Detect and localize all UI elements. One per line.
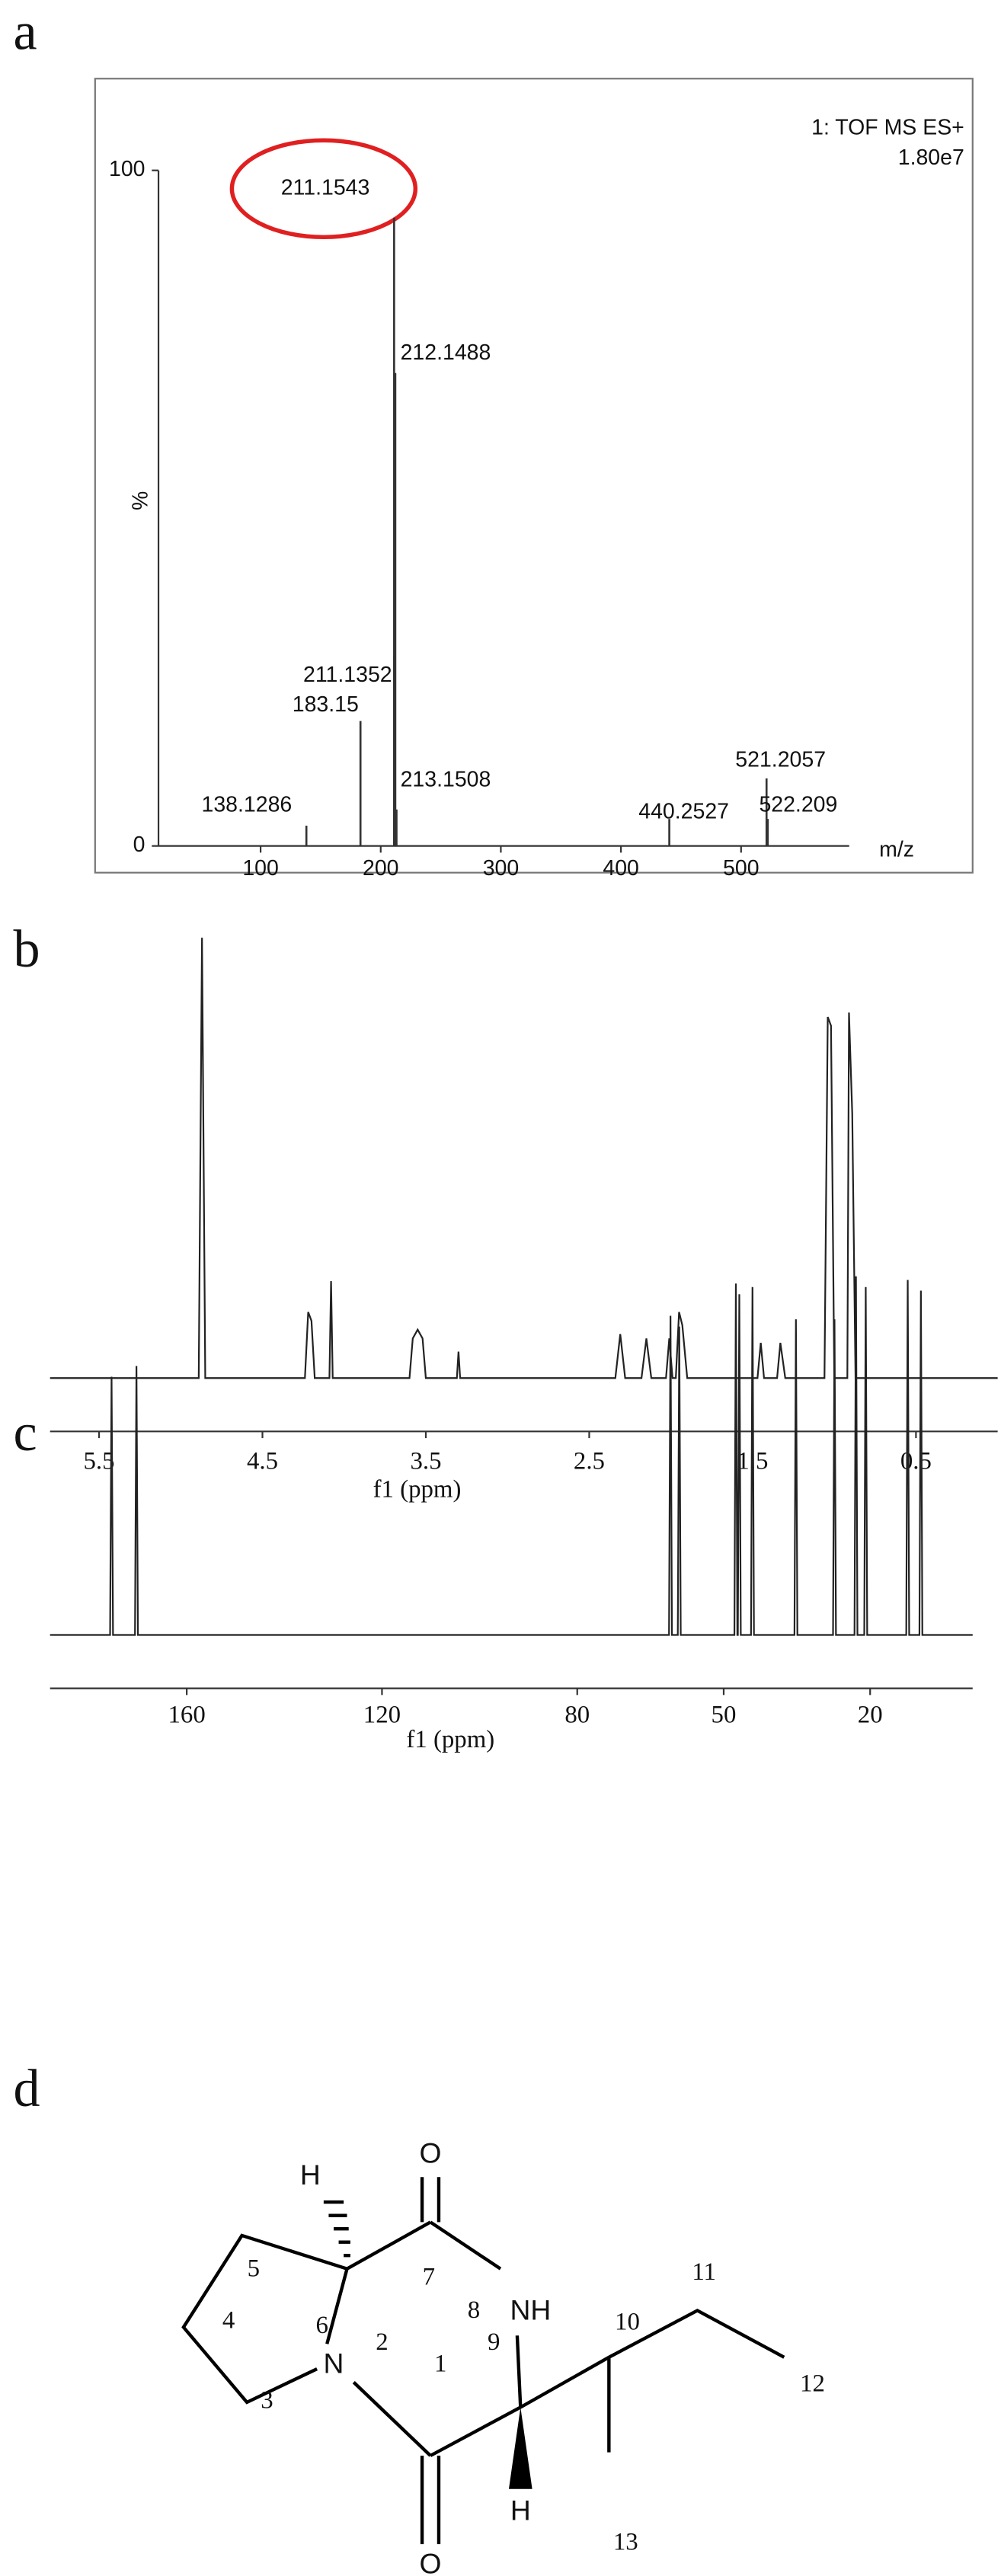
- x-tick-label: 20: [858, 1701, 883, 1728]
- peak-label: 440.2527: [638, 799, 729, 823]
- ring-bonds: [325, 2220, 523, 2457]
- locant: 11: [692, 2258, 716, 2286]
- locant: 6: [315, 2312, 328, 2339]
- x-axis-title: f1 (ppm): [406, 1726, 494, 1753]
- panel-label: b: [14, 920, 40, 979]
- annotation: 1: TOF MS ES+: [811, 115, 964, 139]
- spectrum: [50, 938, 998, 1379]
- y-axis-title: %: [129, 491, 153, 510]
- panel-label: d: [14, 2060, 40, 2118]
- y-tick-label: 100: [109, 157, 146, 181]
- panel-label: c: [14, 1404, 37, 1462]
- hashed-wedge: [323, 2200, 350, 2258]
- structure: O O H H NH N 1 2 3 4 5 6 7 8 9 10 11 12 …: [181, 2137, 825, 2576]
- x-tick-label: 2.5: [574, 1447, 605, 1475]
- x-tick-label: 160: [168, 1701, 205, 1728]
- x-tick-label: 0.5: [900, 1447, 932, 1475]
- locant: 10: [615, 2309, 640, 2336]
- x-tick-label: 120: [363, 1701, 401, 1728]
- x-tick-label: 80: [564, 1701, 590, 1728]
- locant: 1: [434, 2350, 446, 2377]
- locant: 12: [800, 2370, 825, 2398]
- locant: 2: [376, 2328, 388, 2356]
- atom: H: [300, 2159, 321, 2191]
- locant: 4: [222, 2306, 235, 2334]
- highlight-ellipse: [229, 138, 418, 240]
- atom: NH: [510, 2293, 552, 2325]
- x-tick-label: 400: [603, 856, 639, 881]
- x-tick-label: 50: [712, 1701, 737, 1728]
- locant: 5: [248, 2255, 260, 2282]
- x-tick-label: 100: [242, 856, 279, 881]
- peak-label: 522.209: [759, 793, 837, 817]
- x-tick-label: 300: [483, 856, 520, 881]
- panel-frame: [94, 78, 974, 874]
- y-tick-label: 0: [133, 833, 146, 857]
- solid-wedge: [508, 2407, 532, 2489]
- locant: 3: [261, 2386, 273, 2414]
- peak-label: 183.15: [293, 692, 359, 717]
- peak-label: 138.1286: [202, 793, 293, 817]
- x-tick-label: 3.5: [410, 1447, 441, 1475]
- scale-label: 1.80e7: [898, 145, 964, 170]
- x-tick-label: 4.5: [247, 1447, 278, 1475]
- x-tick-label: 200: [363, 856, 399, 881]
- locant: 13: [613, 2529, 638, 2556]
- x-axis-title: m/z: [879, 838, 914, 862]
- peak-label: 211.1352: [303, 663, 392, 687]
- pyrrolidine-bonds: [181, 2233, 348, 2405]
- atom: O: [420, 2137, 442, 2169]
- atom: N: [324, 2347, 344, 2379]
- x-tick-label: 500: [723, 856, 759, 881]
- carbonyl-bonds: [420, 2177, 441, 2545]
- peak-label: 212.1488: [401, 340, 491, 365]
- locant: 9: [488, 2328, 500, 2356]
- locant: 8: [468, 2296, 480, 2324]
- locant: 7: [423, 2263, 435, 2290]
- x-tick-label: 5.5: [84, 1447, 115, 1475]
- peak-label: 521.2057: [735, 747, 826, 772]
- side-chain-bonds: [520, 2308, 785, 2453]
- atom: H: [510, 2494, 531, 2526]
- x-axis-title: f1 (ppm): [373, 1476, 462, 1504]
- peak-label: 211.1543: [281, 175, 370, 200]
- panel-label: a: [14, 3, 37, 62]
- spectrum: [50, 1276, 973, 1636]
- peak-label: 213.1508: [401, 768, 491, 792]
- atom: O: [420, 2547, 442, 2576]
